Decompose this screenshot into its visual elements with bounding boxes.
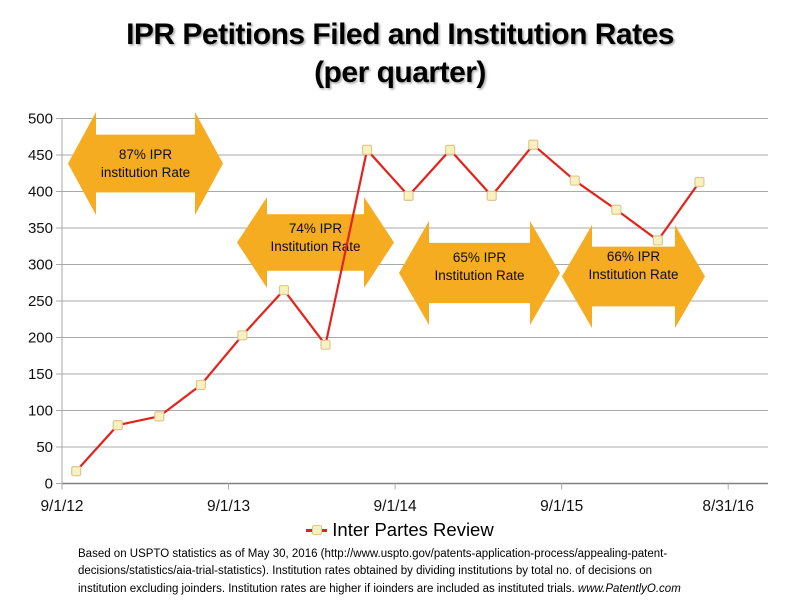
callout-text-line2: Institution Rate bbox=[270, 239, 360, 254]
data-point-marker bbox=[611, 204, 622, 215]
y-tick-label: 400 bbox=[28, 184, 53, 201]
data-point-marker bbox=[486, 190, 497, 201]
data-point-marker bbox=[278, 284, 290, 296]
series-inter-partes-review bbox=[71, 139, 705, 477]
legend-line-marker-icon bbox=[306, 525, 328, 535]
callout-text-line2: Institution Rate bbox=[588, 267, 678, 282]
chart-title-line2: (per quarter) bbox=[314, 56, 486, 89]
y-tick-label: 50 bbox=[36, 439, 53, 456]
x-tick-label: 9/1/15 bbox=[540, 498, 583, 515]
double-arrow-shape bbox=[237, 197, 394, 288]
data-point-marker bbox=[154, 411, 165, 422]
double-arrow-shape bbox=[399, 221, 560, 325]
source-note-line1: Based on USPTO statistics as of May 30, … bbox=[78, 548, 668, 560]
data-point-marker bbox=[652, 235, 664, 246]
source-note-line3: institution excluding joinders. Institut… bbox=[78, 582, 681, 595]
legend-square-marker-icon bbox=[312, 525, 323, 535]
data-point-marker bbox=[112, 420, 123, 431]
source-note: Based on USPTO statistics as of May 30, … bbox=[78, 546, 681, 598]
double-arrow-shape bbox=[68, 112, 223, 215]
data-point-marker bbox=[71, 465, 82, 477]
y-tick-label: 150 bbox=[28, 366, 53, 383]
y-tick-label: 450 bbox=[28, 147, 53, 164]
data-point-marker bbox=[237, 330, 248, 341]
ipr-line bbox=[75, 143, 701, 472]
data-point-marker bbox=[361, 144, 373, 155]
data-point-marker bbox=[403, 190, 414, 201]
institution-rate-callouts: 87% IPR institution Rate 74% IPR Institutio… bbox=[68, 112, 705, 328]
callout-text-line1: 74% IPR bbox=[289, 221, 343, 236]
y-tick-label: 350 bbox=[28, 220, 53, 237]
callout-text-line2: Institution Rate bbox=[434, 268, 524, 283]
y-tick-label: 0 bbox=[45, 476, 53, 493]
callout-text-line1: 87% IPR bbox=[119, 147, 173, 162]
legend-label: Inter Partes Review bbox=[332, 519, 494, 540]
source-note-line2: decisions/statistics/aia-trial-statistic… bbox=[78, 565, 653, 578]
y-tick-label: 100 bbox=[28, 403, 53, 420]
y-tick-label: 500 bbox=[28, 111, 53, 128]
y-tick-label: 250 bbox=[28, 293, 53, 310]
data-point-marker bbox=[569, 175, 580, 186]
chart-title-line1: IPR Petitions Filed and Institution Rate… bbox=[126, 18, 674, 51]
chart-title: IPR Petitions Filed and Institution Rate… bbox=[0, 16, 800, 92]
y-tick-label: 300 bbox=[28, 257, 53, 274]
legend: Inter Partes Review bbox=[0, 519, 800, 541]
data-point-marker bbox=[320, 339, 331, 350]
x-tick-label: 8/31/16 bbox=[702, 498, 754, 515]
callout-text-line1: 66% IPR bbox=[607, 249, 661, 264]
double-arrow-shape bbox=[562, 225, 705, 328]
x-tick-label: 9/1/13 bbox=[207, 498, 250, 515]
x-tick-label: 9/1/14 bbox=[374, 498, 417, 515]
data-point-marker bbox=[195, 379, 206, 391]
data-point-marker bbox=[445, 144, 456, 155]
callout-text-line2: institution Rate bbox=[101, 165, 190, 180]
callout-text-line1: 65% IPR bbox=[453, 250, 507, 265]
data-point-marker bbox=[528, 139, 539, 150]
x-tick-label: 9/1/12 bbox=[40, 498, 83, 515]
data-point-marker bbox=[694, 176, 705, 188]
patentlyo-credit: www.PatentlyO.com bbox=[577, 582, 681, 595]
y-tick-label: 200 bbox=[28, 330, 53, 347]
